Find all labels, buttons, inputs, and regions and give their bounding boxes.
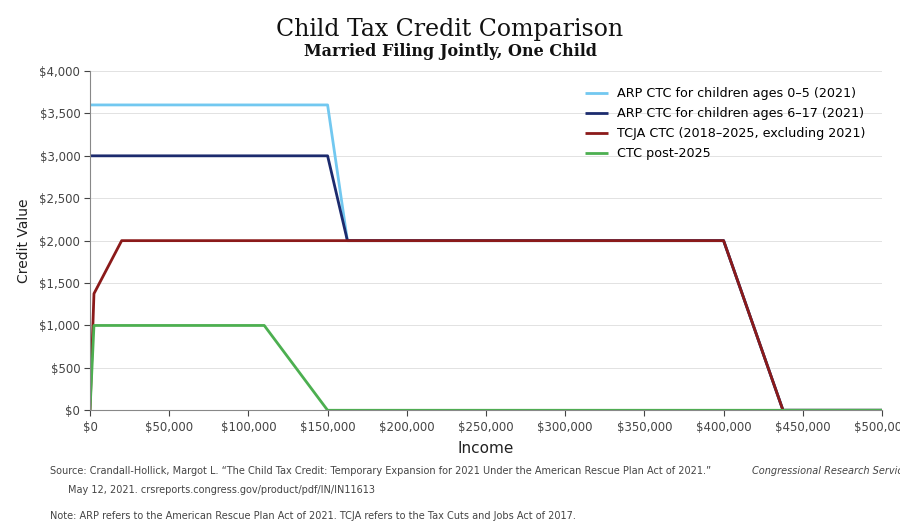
Line: ARP CTC for children ages 0–5 (2021): ARP CTC for children ages 0–5 (2021) — [90, 105, 882, 410]
Text: Note: ARP refers to the American Rescue Plan Act of 2021. TCJA refers to the Tax: Note: ARP refers to the American Rescue … — [50, 511, 575, 521]
TCJA CTC (2018–2025, excluding 2021) — [88, 290, 99, 297]
ARP CTC for children ages 6–17 (2021) — [85, 153, 95, 159]
CTC post-2025 — [322, 407, 333, 413]
Text: Child Tax Credit Comparison: Child Tax Credit Comparison — [276, 18, 624, 42]
X-axis label: Income: Income — [458, 441, 514, 457]
ARP CTC for children ages 6–17 (2021) — [342, 238, 353, 244]
ARP CTC for children ages 0–5 (2021) — [85, 102, 95, 108]
TCJA CTC (2018–2025, excluding 2021) — [116, 238, 127, 244]
Text: Source: Crandall-Hollick, Margot L. “The Child Tax Credit: Temporary Expansion f: Source: Crandall-Hollick, Margot L. “The… — [50, 466, 714, 476]
Text: May 12, 2021. crsreports.congress.gov/product/pdf/IN/IN11613: May 12, 2021. crsreports.congress.gov/pr… — [68, 485, 374, 495]
Line: CTC post-2025: CTC post-2025 — [90, 326, 882, 410]
ARP CTC for children ages 6–17 (2021) — [718, 238, 729, 244]
ARP CTC for children ages 0–5 (2021) — [718, 238, 729, 244]
ARP CTC for children ages 6–17 (2021) — [778, 407, 788, 413]
Text: Congressional Research Service.: Congressional Research Service. — [752, 466, 900, 476]
ARP CTC for children ages 0–5 (2021) — [778, 407, 788, 413]
CTC post-2025 — [259, 322, 270, 329]
CTC post-2025 — [877, 407, 887, 413]
ARP CTC for children ages 6–17 (2021) — [322, 153, 333, 159]
ARP CTC for children ages 6–17 (2021) — [877, 407, 887, 413]
ARP CTC for children ages 0–5 (2021) — [877, 407, 887, 413]
ARP CTC for children ages 0–5 (2021) — [322, 102, 333, 108]
TCJA CTC (2018–2025, excluding 2021) — [778, 407, 788, 413]
Y-axis label: Credit Value: Credit Value — [17, 198, 32, 283]
Text: Married Filing Jointly, One Child: Married Filing Jointly, One Child — [303, 43, 597, 60]
TCJA CTC (2018–2025, excluding 2021) — [85, 407, 95, 413]
TCJA CTC (2018–2025, excluding 2021) — [877, 407, 887, 413]
Line: TCJA CTC (2018–2025, excluding 2021): TCJA CTC (2018–2025, excluding 2021) — [90, 241, 882, 410]
Line: ARP CTC for children ages 6–17 (2021): ARP CTC for children ages 6–17 (2021) — [90, 156, 882, 410]
Legend: ARP CTC for children ages 0–5 (2021), ARP CTC for children ages 6–17 (2021), TCJ: ARP CTC for children ages 0–5 (2021), AR… — [579, 81, 872, 167]
CTC post-2025 — [88, 322, 99, 329]
TCJA CTC (2018–2025, excluding 2021) — [718, 238, 729, 244]
ARP CTC for children ages 0–5 (2021) — [342, 238, 353, 244]
CTC post-2025 — [85, 407, 95, 413]
